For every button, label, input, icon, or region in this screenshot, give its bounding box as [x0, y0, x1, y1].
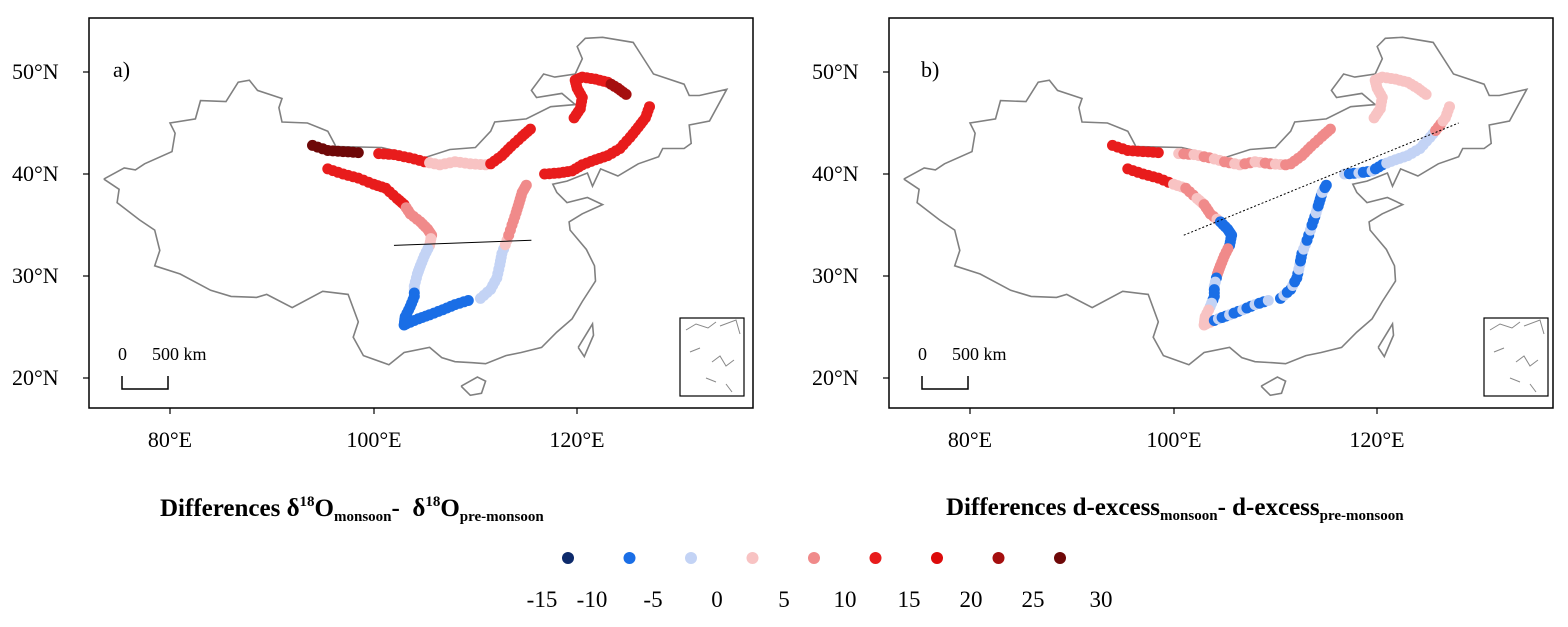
panel-a-lon-120: 120°E [549, 427, 604, 452]
panel-a-scalebar-zero: 0 [118, 344, 127, 364]
panel-a: a) 50°N 40°N 30°N 20°N 80°E 100°E 120°E … [12, 17, 754, 452]
legend-swatch [623, 552, 636, 564]
panel-b-boundary-line [1183, 122, 1459, 236]
sample-point [1262, 295, 1274, 306]
panel-b-inset-map [1483, 317, 1549, 397]
panel-b-caption: Differences d-excessmonsoon- d-excesspre… [946, 494, 1404, 524]
sample-point [1420, 88, 1432, 100]
legend-label: 30 [1090, 587, 1113, 612]
panel-b-frame [888, 17, 1554, 409]
panel-b-ticks [883, 71, 1378, 414]
panel-b-lat-40: 40°N [812, 161, 859, 186]
legend-label: 20 [960, 587, 983, 612]
legend-swatch [808, 552, 820, 564]
sample-point [1444, 101, 1455, 113]
panel-b-label: b) [921, 57, 939, 82]
panel-a-frame [88, 17, 754, 409]
panel-b-china-outline [903, 36, 1529, 397]
panel-b-sample-points [1107, 71, 1455, 331]
panel-a-lon-100: 100°E [346, 427, 401, 452]
sample-point [1152, 147, 1164, 159]
sample-point [644, 101, 655, 113]
panel-b-scalebar: 0 500 km [918, 344, 1007, 390]
panel-a-lat-30: 30°N [12, 263, 59, 288]
sample-point [520, 179, 532, 191]
panel-a-lat-50: 50°N [12, 59, 59, 84]
legend-label: 15 [898, 587, 921, 612]
legend-label: 25 [1022, 587, 1045, 612]
panel-b-scalebar-zero: 0 [918, 344, 927, 364]
legend-label: -5 [643, 587, 662, 612]
legend-swatch [685, 552, 697, 564]
panel-a-china-outline [103, 36, 729, 397]
sample-point [1324, 123, 1336, 135]
panel-a-sample-points [307, 71, 655, 331]
sample-point [524, 123, 536, 135]
panel-b-lat-20: 20°N [812, 365, 859, 390]
sample-point [352, 147, 364, 159]
sample-point [1320, 179, 1332, 191]
panel-b-scalebar-distance: 500 km [952, 344, 1007, 364]
panel-a-scalebar-distance: 500 km [152, 344, 207, 364]
panel-b-lon-80: 80°E [948, 427, 992, 452]
panel-a-lat-20: 20°N [12, 365, 59, 390]
panel-a-lon-80: 80°E [148, 427, 192, 452]
panel-a-inset-map [679, 317, 745, 397]
legend-swatch [746, 552, 759, 564]
panel-a-lat-40: 40°N [12, 161, 59, 186]
sample-point [620, 88, 632, 100]
legend-swatch [1054, 552, 1066, 564]
color-legend: -15 -10 -5 0 5 10 15 20 25 30 [527, 552, 1113, 612]
legend-swatch [992, 552, 1005, 564]
panel-a-scalebar: 0 500 km [118, 344, 207, 390]
legend-label: 0 [711, 587, 723, 612]
panel-b-lon-100: 100°E [1146, 427, 1201, 452]
legend-label: -15 [527, 587, 558, 612]
panel-a-ticks [83, 71, 578, 414]
legend-swatch [562, 552, 574, 564]
panel-a-label: a) [113, 57, 130, 82]
panel-b-lat-50: 50°N [812, 59, 859, 84]
panel-b-lat-30: 30°N [812, 263, 859, 288]
legend-label: 10 [834, 587, 857, 612]
legend-label: 5 [778, 587, 790, 612]
panel-a-caption: Differences δ18Omonsoon- δ18Opre-monsoon [160, 494, 544, 525]
legend-swatch [869, 552, 882, 564]
legend-swatch [931, 552, 943, 564]
sample-point [462, 295, 474, 306]
legend-label: -10 [577, 587, 608, 612]
panel-b-lon-120: 120°E [1349, 427, 1404, 452]
panel-a-boundary-line [393, 239, 532, 246]
panel-b: b) 50°N 40°N 30°N 20°N 80°E 100°E 120°E … [812, 17, 1554, 452]
